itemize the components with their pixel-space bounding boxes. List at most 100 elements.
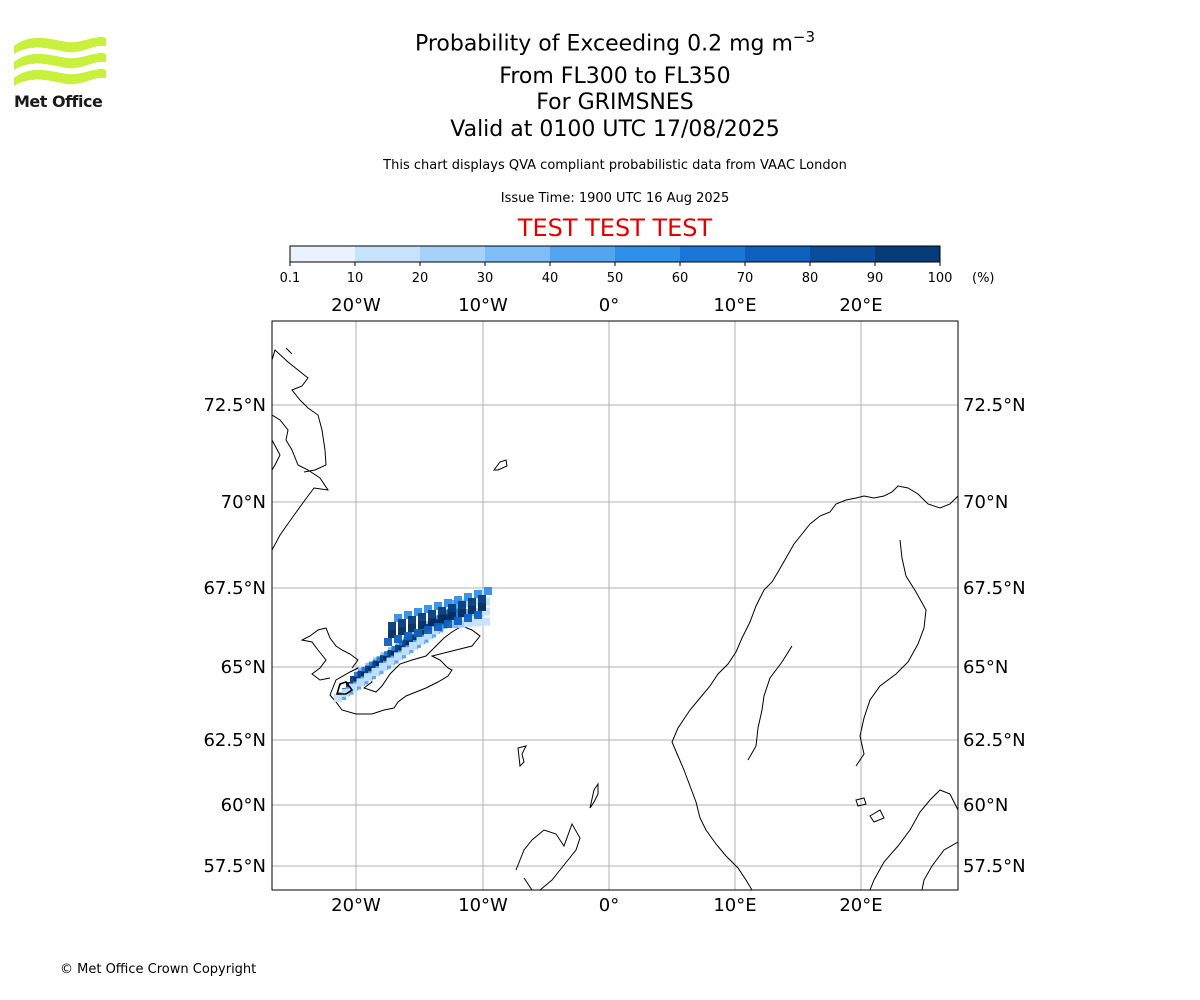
latitude-label: 72.5°N [203,395,266,416]
longitude-labels: 20°W 20°W 10°W 10°W 0° 0° 10°E 10°E 20°E 20°E [331,295,882,916]
baltic-islands-coastline [855,797,885,823]
plume-cell [334,694,342,702]
latitude-label: 57.5°N [963,856,1026,877]
plume-cell [386,657,395,666]
met-office-wordmark: Met Office [14,92,103,111]
plume-cell [388,630,396,638]
plume-cell [478,603,486,611]
longitude-label: 20°E [839,895,882,916]
chart-title-text: Probability of Exceeding 0.2 mg m [414,31,793,57]
plume-cell [454,617,462,625]
longitude-label: 20°W [331,895,381,916]
plume-cell [464,593,472,601]
issue-time: Issue Time: 1900 UTC 16 Aug 2025 [500,191,730,206]
plume-cell [484,587,492,595]
plume-cell [448,612,456,620]
plume-cell [476,618,484,626]
colorbar-segment [550,246,616,262]
plume-cell [434,623,442,631]
plume-cell [398,619,406,627]
plume-cell [468,598,476,606]
latitude-label: 67.5°N [203,578,266,599]
colorbar-segment [680,246,746,262]
longitude-label: 0° [599,295,619,316]
plume-cell [398,627,406,635]
plume-cell [404,632,412,640]
longitude-label: 0° [599,895,619,916]
map-frame [271,320,959,891]
colorbar-tick-label: 30 [477,271,494,286]
plume-cell [443,614,452,623]
latitude-label: 57.5°N [203,856,266,877]
colorbar-tick-label: 60 [672,271,689,286]
plume-cell [394,635,402,643]
plume-cell [409,642,417,650]
plume-cell [438,607,446,615]
plume-cell [438,615,446,623]
map: 72.5°N 72.5°N 70°N 70°N 67.5°N 67.5°N 65°N 65°N… [203,295,1026,916]
plume-cell [482,607,490,616]
plume-cell [464,614,472,622]
plume-cell [414,629,422,637]
colorbar-tick-label: 100 [928,271,953,286]
plume-cell [408,624,416,632]
latitude-label: 65°N [221,657,266,678]
latitude-label: 72.5°N [963,395,1026,416]
sweden-finland-border [747,539,927,767]
plume-cell [454,596,462,604]
plume-cell [424,605,432,613]
latitude-label: 65°N [963,657,1008,678]
longitude-label: 20°W [331,295,381,316]
plume-cell [414,608,422,616]
plume-cell [349,683,357,692]
colorbar-segment [875,246,941,262]
plume-cell [384,638,392,646]
plume-cell [448,604,456,612]
colorbar-segment [355,246,421,262]
latitude-label: 62.5°N [203,730,266,751]
copyright-notice: © Met Office Crown Copyright [60,962,257,977]
latitude-label: 70°N [221,492,266,513]
latitude-label: 70°N [963,492,1008,513]
volcano-name: For GRIMSNES [536,90,694,115]
plume-cell [394,614,402,622]
plume-cell [428,618,436,626]
plume-cell [474,611,482,619]
faroe-islands-coastline [517,745,527,768]
iceland-coastline [300,625,481,715]
colorbar-tick-label: 40 [542,271,559,286]
plume-cell [468,606,476,614]
level-range: From FL300 to FL350 [499,64,731,89]
chart-description: This chart displays QVA compliant probab… [383,158,847,173]
jan-mayen-coastline [493,459,508,471]
colorbar-segment [485,246,551,262]
colorbar-segment [290,246,356,262]
chart-title-exponent: −3 [792,28,816,46]
plume-cell [458,601,466,609]
plume-cell [474,590,482,598]
shetland-coastline [589,782,599,809]
longitude-label: 20°E [839,295,882,316]
colorbar-tick-label: 90 [867,271,884,286]
longitude-label: 10°W [458,895,508,916]
longitude-label: 10°W [458,295,508,316]
greenland-coastline [272,347,330,551]
met-office-logo-icon [14,37,106,86]
graticule [272,321,958,890]
longitude-label: 10°E [713,895,756,916]
plume-cell [424,631,432,640]
colorbar-tick-label: 80 [802,271,819,286]
plume-cell [444,599,452,607]
colorbar-segment [420,246,486,262]
plume-cell [458,609,466,617]
colorbar-segment [745,246,811,262]
colorbar-segment [810,246,876,262]
plume-cell [401,647,410,656]
plume-cell [434,602,442,610]
plume-cell [478,595,486,603]
colorbar-tick-label: 70 [737,271,754,286]
colorbar-segment [615,246,681,262]
colorbar-tick-label: 10 [347,271,364,286]
latitude-label: 67.5°N [963,578,1026,599]
valid-time: Valid at 0100 UTC 17/08/2025 [450,117,780,142]
